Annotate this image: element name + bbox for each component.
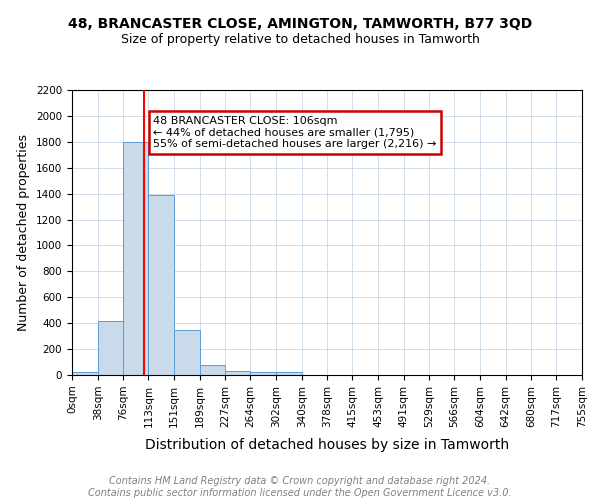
Text: Contains HM Land Registry data © Crown copyright and database right 2024.
Contai: Contains HM Land Registry data © Crown c… xyxy=(88,476,512,498)
Bar xyxy=(148,195,174,375)
Text: 48 BRANCASTER CLOSE: 106sqm
← 44% of detached houses are smaller (1,795)
55% of : 48 BRANCASTER CLOSE: 106sqm ← 44% of det… xyxy=(153,116,436,149)
Bar xyxy=(174,330,200,375)
Bar xyxy=(276,372,302,375)
Text: 48, BRANCASTER CLOSE, AMINGTON, TAMWORTH, B77 3QD: 48, BRANCASTER CLOSE, AMINGTON, TAMWORTH… xyxy=(68,18,532,32)
Text: Size of property relative to detached houses in Tamworth: Size of property relative to detached ho… xyxy=(121,32,479,46)
Bar xyxy=(98,320,124,375)
Bar xyxy=(200,364,226,375)
X-axis label: Distribution of detached houses by size in Tamworth: Distribution of detached houses by size … xyxy=(145,438,509,452)
Y-axis label: Number of detached properties: Number of detached properties xyxy=(17,134,31,331)
Bar xyxy=(124,142,148,375)
Bar xyxy=(226,371,250,375)
Bar xyxy=(250,372,276,375)
Bar xyxy=(72,372,98,375)
